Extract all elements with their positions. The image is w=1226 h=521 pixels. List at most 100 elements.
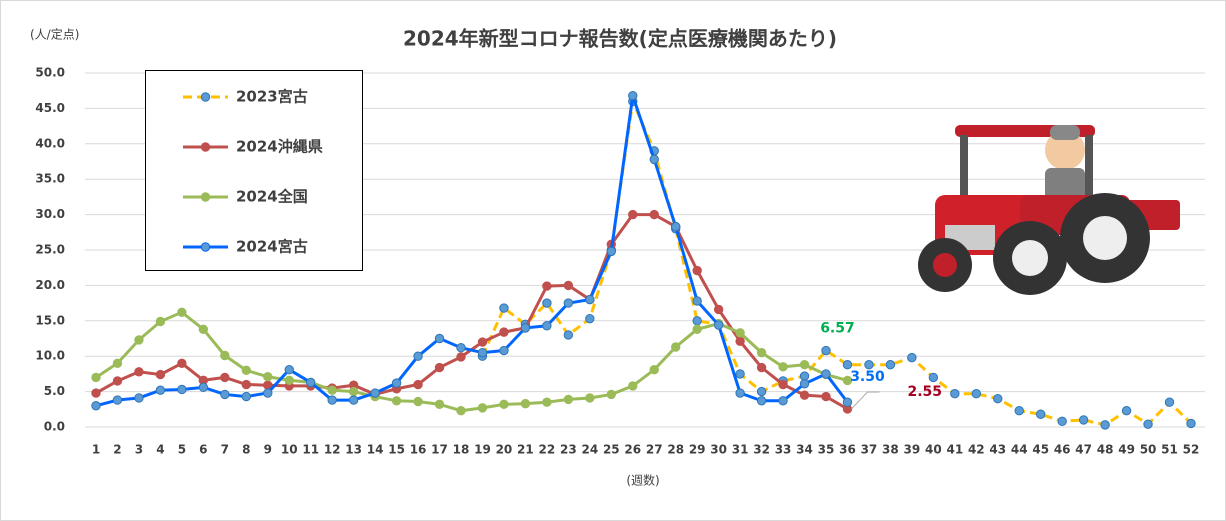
data-point [414, 352, 422, 360]
data-point [564, 395, 572, 403]
data-point [757, 397, 765, 405]
data-point [1144, 420, 1152, 428]
x-tick-label: 4 [156, 443, 164, 457]
data-point [650, 365, 658, 373]
x-tick-label: 11 [302, 443, 319, 457]
data-point [135, 368, 143, 376]
x-tick-label: 30 [710, 443, 727, 457]
data-point [435, 363, 443, 371]
y-axis-label: (人/定点) [30, 27, 79, 42]
data-point [1122, 407, 1130, 415]
data-point [221, 351, 229, 359]
y-tick-label: 20.0 [35, 278, 65, 292]
data-point [757, 387, 765, 395]
data-point [972, 390, 980, 398]
data-point [564, 331, 572, 339]
data-label: 6.57 [820, 320, 855, 336]
data-point [1037, 410, 1045, 418]
y-tick-label: 50.0 [35, 66, 65, 80]
x-tick-label: 16 [410, 443, 427, 457]
x-tick-label: 22 [539, 443, 556, 457]
data-point [92, 389, 100, 397]
data-point [135, 394, 143, 402]
data-point [629, 210, 637, 218]
x-tick-label: 52 [1183, 443, 1200, 457]
x-tick-label: 5 [178, 443, 186, 457]
y-tick-label: 35.0 [35, 172, 65, 186]
x-tick-label: 7 [221, 443, 229, 457]
data-point [435, 400, 443, 408]
data-point [693, 297, 701, 305]
data-point [414, 380, 422, 388]
y-tick-label: 15.0 [35, 313, 65, 327]
x-tick-label: 41 [946, 443, 963, 457]
data-point [135, 336, 143, 344]
data-point [371, 389, 379, 397]
data-point [586, 394, 594, 402]
data-point [392, 397, 400, 405]
legend-label: 2024沖縄県 [236, 138, 323, 156]
y-tick-label: 10.0 [35, 349, 65, 363]
data-point [1187, 419, 1195, 427]
data-point [951, 390, 959, 398]
data-point [1079, 416, 1087, 424]
data-point [757, 363, 765, 371]
x-tick-label: 46 [1054, 443, 1071, 457]
data-point [800, 391, 808, 399]
data-point [543, 398, 551, 406]
legend-label: 2024全国 [236, 188, 308, 206]
x-tick-label: 25 [603, 443, 620, 457]
data-point [113, 359, 121, 367]
data-point [543, 299, 551, 307]
data-point [800, 360, 808, 368]
data-point [908, 353, 916, 361]
data-point [822, 346, 830, 354]
data-point [328, 396, 336, 404]
y-tick-label: 45.0 [35, 101, 65, 115]
x-tick-label: 43 [989, 443, 1006, 457]
data-point [478, 348, 486, 356]
x-tick-label: 3 [135, 443, 143, 457]
data-point [779, 397, 787, 405]
x-tick-label: 34 [796, 443, 813, 457]
x-axis-label: (週数) [626, 473, 659, 488]
data-point [285, 376, 293, 384]
data-point [156, 386, 164, 394]
data-point [672, 343, 680, 351]
data-point [242, 392, 250, 400]
x-tick-label: 24 [581, 443, 598, 457]
data-point [586, 295, 594, 303]
x-tick-label: 37 [861, 443, 878, 457]
data-point [156, 317, 164, 325]
x-tick-label: 18 [453, 443, 470, 457]
data-point [500, 400, 508, 408]
data-point [199, 383, 207, 391]
data-point [349, 396, 357, 404]
x-tick-label: 47 [1075, 443, 1092, 457]
data-point [822, 392, 830, 400]
data-point [521, 324, 529, 332]
data-point [500, 304, 508, 312]
data-point [757, 348, 765, 356]
data-point [607, 390, 615, 398]
data-point [629, 91, 637, 99]
data-point [607, 247, 615, 255]
data-point [435, 334, 443, 342]
data-point [693, 266, 701, 274]
x-tick-label: 29 [689, 443, 706, 457]
x-tick-label: 40 [925, 443, 942, 457]
data-point [285, 365, 293, 373]
chart-title: 2024年新型コロナ報告数(定点医療機関あたり) [403, 27, 837, 51]
data-point [736, 370, 744, 378]
data-point [92, 373, 100, 381]
y-tick-label: 5.0 [44, 384, 65, 398]
data-point [242, 380, 250, 388]
data-point [1101, 421, 1109, 429]
data-point [478, 404, 486, 412]
data-point [994, 394, 1002, 402]
x-tick-label: 28 [667, 443, 684, 457]
data-point [736, 389, 744, 397]
data-point [886, 360, 894, 368]
data-point [500, 328, 508, 336]
x-tick-label: 45 [1032, 443, 1049, 457]
